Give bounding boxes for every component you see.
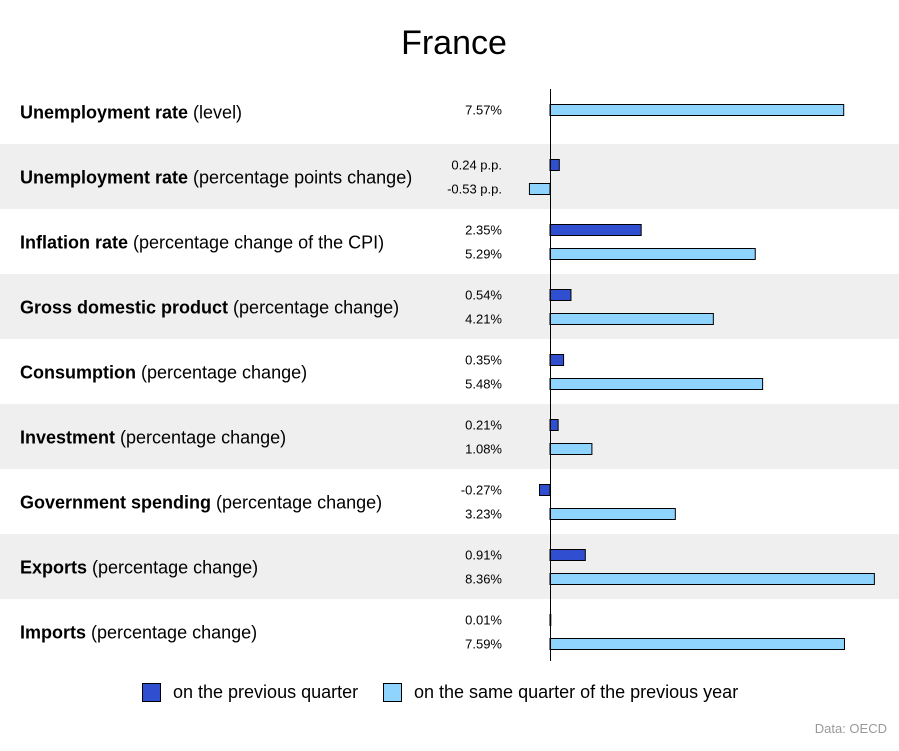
legend-swatch-previous-year	[383, 683, 402, 702]
row-background	[0, 274, 899, 339]
row-background	[0, 144, 899, 209]
rows: Unemployment rate (level) 7.57%Unemployme…	[20, 103, 875, 652]
bar-previous-year	[528, 183, 551, 195]
category-label-detail: (percentage change)	[211, 493, 382, 513]
bar-previous-year	[549, 378, 764, 390]
value-label-previous-quarter: 0.91%	[465, 548, 502, 563]
category-label: Unemployment rate (percentage points cha…	[20, 168, 412, 188]
category-row: Unemployment rate (percentage points cha…	[20, 158, 560, 197]
bar-previous-year	[549, 508, 676, 520]
category-label-bold: Exports	[20, 558, 87, 578]
value-label-previous-year: 7.59%	[465, 637, 502, 652]
chart-title: France	[401, 24, 507, 62]
bar-previous-quarter	[549, 159, 560, 171]
category-label-detail: (level)	[188, 103, 242, 123]
value-label-previous-quarter: 0.24 p.p.	[451, 158, 502, 173]
category-label: Consumption (percentage change)	[20, 363, 307, 383]
category-label-detail: (percentage change)	[87, 558, 258, 578]
category-label: Exports (percentage change)	[20, 558, 258, 578]
value-label-previous-quarter: -0.27%	[461, 483, 503, 498]
category-label: Unemployment rate (level)	[20, 103, 242, 123]
bar-previous-quarter	[549, 289, 572, 301]
category-label-bold: Inflation rate	[20, 233, 128, 253]
legend-label-previous-year: on the same quarter of the previous year	[414, 682, 738, 702]
category-row: Investment (percentage change) 0.21% 1.08%	[20, 418, 593, 457]
value-label-previous-year: 1.08%	[465, 442, 502, 457]
bar-previous-year	[549, 104, 845, 116]
bar-previous-quarter	[549, 549, 586, 561]
category-label-bold: Gross domestic product	[20, 298, 228, 318]
category-label-detail: (percentage change)	[86, 623, 257, 643]
category-label-bold: Government spending	[20, 493, 211, 513]
value-label-previous-quarter: 0.01%	[465, 613, 502, 628]
value-label-previous-year: 4.21%	[465, 312, 502, 327]
category-label-detail: (percentage change)	[136, 363, 307, 383]
bar-previous-year	[549, 313, 714, 325]
category-label: Government spending (percentage change)	[20, 493, 382, 513]
category-label-bold: Consumption	[20, 363, 136, 383]
bar-previous-quarter	[549, 354, 565, 366]
category-label: Inflation rate (percentage change of the…	[20, 233, 384, 253]
legend-label-previous-quarter: on the previous quarter	[173, 682, 358, 702]
value-label-previous-year: 5.29%	[465, 247, 502, 262]
value-label-previous-year: -0.53 p.p.	[447, 182, 502, 197]
category-row: Gross domestic product (percentage chang…	[20, 288, 714, 327]
category-row: Inflation rate (percentage change of the…	[20, 223, 756, 262]
value-label-previous-quarter: 2.35%	[465, 223, 502, 238]
bar-previous-quarter	[539, 484, 551, 496]
row-background	[0, 534, 899, 599]
row-backgrounds	[0, 144, 899, 599]
category-label-detail: (percentage change)	[115, 428, 286, 448]
legend: on the previous quarter on the same quart…	[142, 682, 738, 702]
category-row: Unemployment rate (level) 7.57%	[20, 103, 845, 123]
bar-previous-year	[549, 573, 875, 585]
row-background	[0, 404, 899, 469]
category-label: Gross domestic product (percentage chang…	[20, 298, 399, 318]
value-label-previous-year: 8.36%	[465, 572, 502, 587]
bar-previous-quarter	[549, 419, 559, 431]
bar-previous-year	[549, 248, 756, 260]
value-label-previous-year: 3.23%	[465, 507, 502, 522]
category-label-bold: Unemployment rate	[20, 103, 188, 123]
category-row: Government spending (percentage change) -…	[20, 483, 676, 522]
value-label-previous-quarter: 0.54%	[465, 288, 502, 303]
value-label-previous-year: 7.57%	[465, 103, 502, 118]
category-label-detail: (percentage change)	[228, 298, 399, 318]
category-label-detail: (percentage points change)	[188, 168, 412, 188]
category-label-bold: Investment	[20, 428, 115, 448]
category-row: Exports (percentage change) 0.91% 8.36%	[20, 548, 875, 587]
category-label-bold: Imports	[20, 623, 86, 643]
category-label: Imports (percentage change)	[20, 623, 257, 643]
bar-previous-year	[549, 443, 593, 455]
category-row: Imports (percentage change) 0.01% 7.59%	[20, 613, 845, 652]
value-label-previous-quarter: 0.35%	[465, 353, 502, 368]
bar-previous-quarter	[549, 224, 642, 236]
category-label-bold: Unemployment rate	[20, 168, 188, 188]
category-label-detail: (percentage change of the CPI)	[128, 233, 384, 253]
legend-swatch-previous-quarter	[142, 683, 161, 702]
source-note: Data: OECD	[815, 721, 887, 736]
value-label-previous-quarter: 0.21%	[465, 418, 502, 433]
value-label-previous-year: 5.48%	[465, 377, 502, 392]
category-label: Investment (percentage change)	[20, 428, 286, 448]
bar-previous-year	[549, 638, 845, 650]
category-row: Consumption (percentage change) 0.35% 5.48…	[20, 353, 764, 392]
